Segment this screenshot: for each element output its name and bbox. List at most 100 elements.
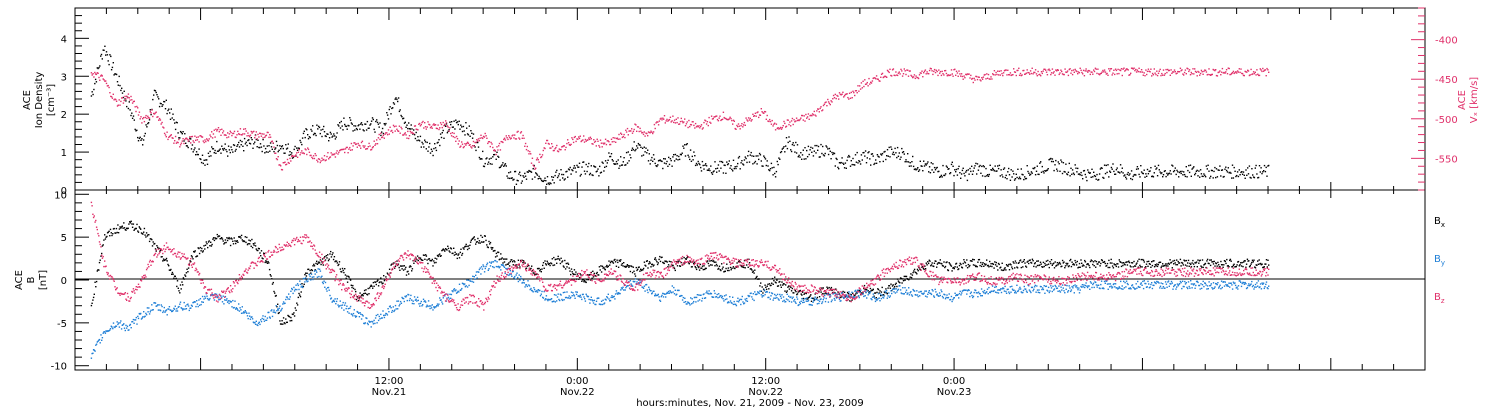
bx-series-point xyxy=(631,265,633,268)
bx-series-point xyxy=(136,223,138,226)
density-series-point xyxy=(1241,171,1243,173)
bx-series-point xyxy=(1175,264,1177,266)
bx-series-point xyxy=(941,263,943,265)
vx-series-point xyxy=(558,148,560,150)
vx-series-point xyxy=(761,111,763,113)
density-series-point xyxy=(631,147,634,149)
density-series-point xyxy=(354,125,357,127)
by-series-point xyxy=(215,293,218,295)
bx-series-point xyxy=(916,273,918,275)
density-series-point xyxy=(774,172,776,175)
vx-series-point xyxy=(625,129,627,131)
density-series-point xyxy=(147,122,149,125)
density-series-point xyxy=(124,98,126,100)
density-series-point xyxy=(1098,178,1100,181)
vx-series-point xyxy=(215,128,217,130)
bx-series-point xyxy=(343,271,345,274)
density-series-point xyxy=(1113,170,1115,173)
bx-series-point xyxy=(720,269,722,272)
vx-series-point xyxy=(147,117,150,119)
vx-series-point xyxy=(404,132,406,134)
bx-series-point xyxy=(476,241,478,243)
density-series-point xyxy=(437,141,439,144)
density-series-point xyxy=(242,145,244,147)
vx-series-point xyxy=(453,132,455,135)
density-series-point xyxy=(760,160,762,162)
bx-series-point xyxy=(1177,260,1179,263)
bx-series-point xyxy=(543,267,545,269)
density-series-point xyxy=(673,154,675,156)
density-series-point xyxy=(202,162,204,165)
density-series-point xyxy=(296,147,298,149)
bx-series-point xyxy=(1192,263,1195,265)
vx-series-point xyxy=(988,78,990,80)
bx-series-point xyxy=(207,241,210,243)
vx-series-point xyxy=(222,132,224,134)
density-series-point xyxy=(877,155,879,158)
vx-series-point xyxy=(420,123,422,126)
vx-series-point xyxy=(732,119,735,121)
bx-series-point xyxy=(254,242,256,244)
density-series-point xyxy=(343,117,345,119)
density-series-point xyxy=(1172,165,1174,167)
bx-series-point xyxy=(1184,264,1187,266)
vx-series-point xyxy=(1128,74,1130,76)
bx-series-point xyxy=(400,265,403,267)
vx-series-point xyxy=(567,142,570,144)
density-series-point xyxy=(1107,164,1109,166)
density-series-point xyxy=(174,128,177,131)
vx-series-point xyxy=(933,68,936,71)
vx-series-point xyxy=(527,150,529,152)
vx-series-point xyxy=(1154,72,1156,74)
bx-series-point xyxy=(1178,262,1180,264)
bx-series-point xyxy=(212,237,215,239)
density-series-point xyxy=(418,139,420,141)
density-series-point xyxy=(985,167,987,170)
bx-series-point xyxy=(260,255,262,257)
density-series-point xyxy=(222,148,224,150)
vx-series-point xyxy=(248,134,250,137)
density-series-point xyxy=(280,148,282,150)
density-series-point xyxy=(279,145,281,147)
bx-series-point xyxy=(1045,260,1048,262)
bx-series-point xyxy=(369,287,371,289)
bx-series-point xyxy=(1234,266,1236,268)
density-series-point xyxy=(1191,168,1193,170)
vx-series-point xyxy=(1265,75,1267,77)
density-series-point xyxy=(188,140,190,143)
density-series-point xyxy=(226,150,228,153)
bx-series-point xyxy=(694,266,696,268)
vx-series-point xyxy=(92,73,94,75)
bx-series-point xyxy=(802,297,805,300)
density-series-point xyxy=(411,128,413,130)
by-series-point xyxy=(273,309,275,311)
vx-series-point xyxy=(204,139,206,141)
vx-series-point xyxy=(1030,72,1033,75)
bx-series-point xyxy=(553,264,556,266)
vx-series-point xyxy=(657,121,659,123)
vx-series-point xyxy=(698,125,700,127)
bx-series-point xyxy=(176,285,178,288)
density-series-point xyxy=(768,169,770,171)
vx-series-point xyxy=(1125,68,1128,70)
density-series-point xyxy=(1179,170,1182,173)
vx-series-point xyxy=(849,97,852,99)
vx-series-point xyxy=(826,105,828,107)
bx-series-point xyxy=(1215,262,1218,265)
bx-series-point xyxy=(958,268,960,270)
bx-series-point xyxy=(334,260,336,263)
bx-series-point xyxy=(974,264,976,267)
density-series-point xyxy=(1104,172,1107,175)
density-series-point xyxy=(936,166,938,169)
bx-series-point xyxy=(215,238,217,240)
bx-series-point xyxy=(924,268,927,270)
bx-series-point xyxy=(797,291,799,293)
bx-series-point xyxy=(318,262,321,264)
bx-series-point xyxy=(831,289,833,292)
bx-series-point xyxy=(99,259,101,261)
density-series-point xyxy=(974,165,976,167)
density-series-point xyxy=(1063,170,1065,173)
density-series-point xyxy=(697,160,699,163)
vx-series-point xyxy=(1009,72,1012,74)
bx-series-point xyxy=(294,307,296,309)
